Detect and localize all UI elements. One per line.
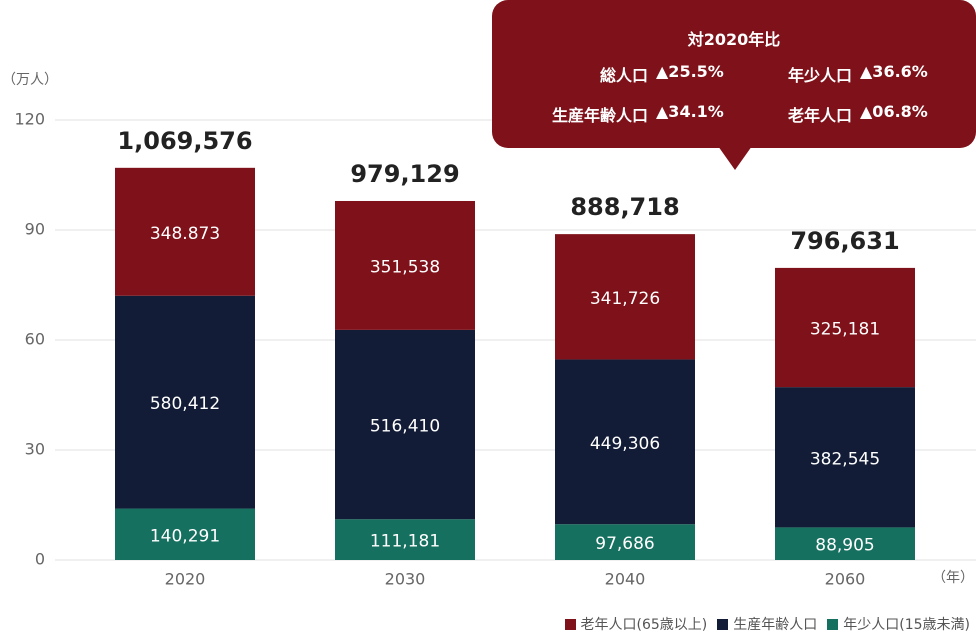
- bar-segment: [335, 329, 475, 520]
- x-tick-label: 2060: [825, 570, 866, 589]
- total-label: 979,129: [350, 160, 459, 188]
- data-label: 97,686: [595, 534, 654, 554]
- data-label: 325,181: [810, 320, 880, 340]
- bar-segment: [555, 234, 695, 360]
- callout-label: 年少人口: [787, 66, 852, 85]
- total-label: 888,718: [570, 193, 679, 221]
- bar-segment: [115, 295, 255, 509]
- y-axis-label: （万人）: [2, 72, 58, 88]
- bar-segment: [775, 527, 915, 560]
- data-label: 580,412: [150, 394, 220, 414]
- x-tick-label: 2020: [165, 570, 206, 589]
- bar-segment: [555, 524, 695, 560]
- callout-pointer: [718, 146, 752, 170]
- data-label: 382,545: [810, 449, 880, 469]
- callout-label: 老年人口: [787, 106, 852, 125]
- legend-label: 年少人口(15歳未満): [843, 617, 970, 633]
- bar-segment: [115, 167, 255, 296]
- callout: 対2020年比 総人口 ▲25.5% 年少人口 ▲36.6% 生産年齢人口 ▲34.1% 老…: [492, 0, 976, 148]
- legend-swatch: [827, 619, 839, 630]
- callout-value: ▲34.1%: [656, 102, 724, 121]
- y-tick-label: 30: [25, 440, 45, 459]
- data-label: 449,306: [590, 434, 660, 454]
- y-tick-label: 0: [35, 550, 45, 569]
- legend-label: 老年人口(65歳以上): [580, 617, 708, 633]
- data-label: 111,181: [370, 532, 440, 552]
- data-label: 140,291: [150, 526, 220, 546]
- bar-segment: [775, 267, 915, 388]
- callout-label: 総人口: [599, 66, 648, 85]
- data-label: 348.873: [150, 224, 220, 244]
- y-tick-label: 90: [25, 220, 45, 239]
- total-label: 796,631: [790, 227, 899, 255]
- total-label: 1,069,576: [117, 127, 252, 155]
- data-label: 88,905: [815, 536, 874, 556]
- bar-segment: [335, 519, 475, 560]
- y-tick-label: 120: [14, 110, 45, 129]
- bar-segment: [335, 200, 475, 330]
- callout-value: ▲06.8%: [860, 102, 928, 121]
- legend-label: 生産年齢人口: [733, 617, 818, 633]
- callout-value: ▲36.6%: [860, 62, 928, 81]
- legend-item: 生産年齢人口: [717, 614, 817, 634]
- legend: 老年人口(65歳以上) 生産年齢人口 年少人口(15歳未満): [564, 614, 970, 634]
- data-label: 351,538: [370, 257, 440, 277]
- legend-swatch: [564, 619, 576, 630]
- x-axis-label: （年）: [932, 570, 974, 586]
- callout-value: ▲25.5%: [656, 62, 724, 81]
- legend-swatch: [717, 619, 729, 630]
- legend-item: 老年人口(65歳以上): [564, 614, 708, 634]
- data-label: 341,726: [590, 289, 660, 309]
- bar-segment: [115, 508, 255, 560]
- x-tick-label: 2040: [605, 570, 646, 589]
- bar-segment: [775, 387, 915, 528]
- y-tick-label: 60: [25, 330, 45, 349]
- callout-items: 総人口 ▲25.5% 年少人口 ▲36.6% 生産年齢人口 ▲34.1% 老年人口 ▲06.8…: [522, 62, 950, 126]
- data-label: 516,410: [370, 417, 440, 437]
- callout-label: 生産年齢人口: [551, 106, 648, 125]
- callout-title: 対2020年比: [687, 30, 781, 49]
- bar-segment: [555, 359, 695, 525]
- legend-item: 年少人口(15歳未満): [827, 614, 970, 634]
- x-tick-label: 2030: [385, 570, 426, 589]
